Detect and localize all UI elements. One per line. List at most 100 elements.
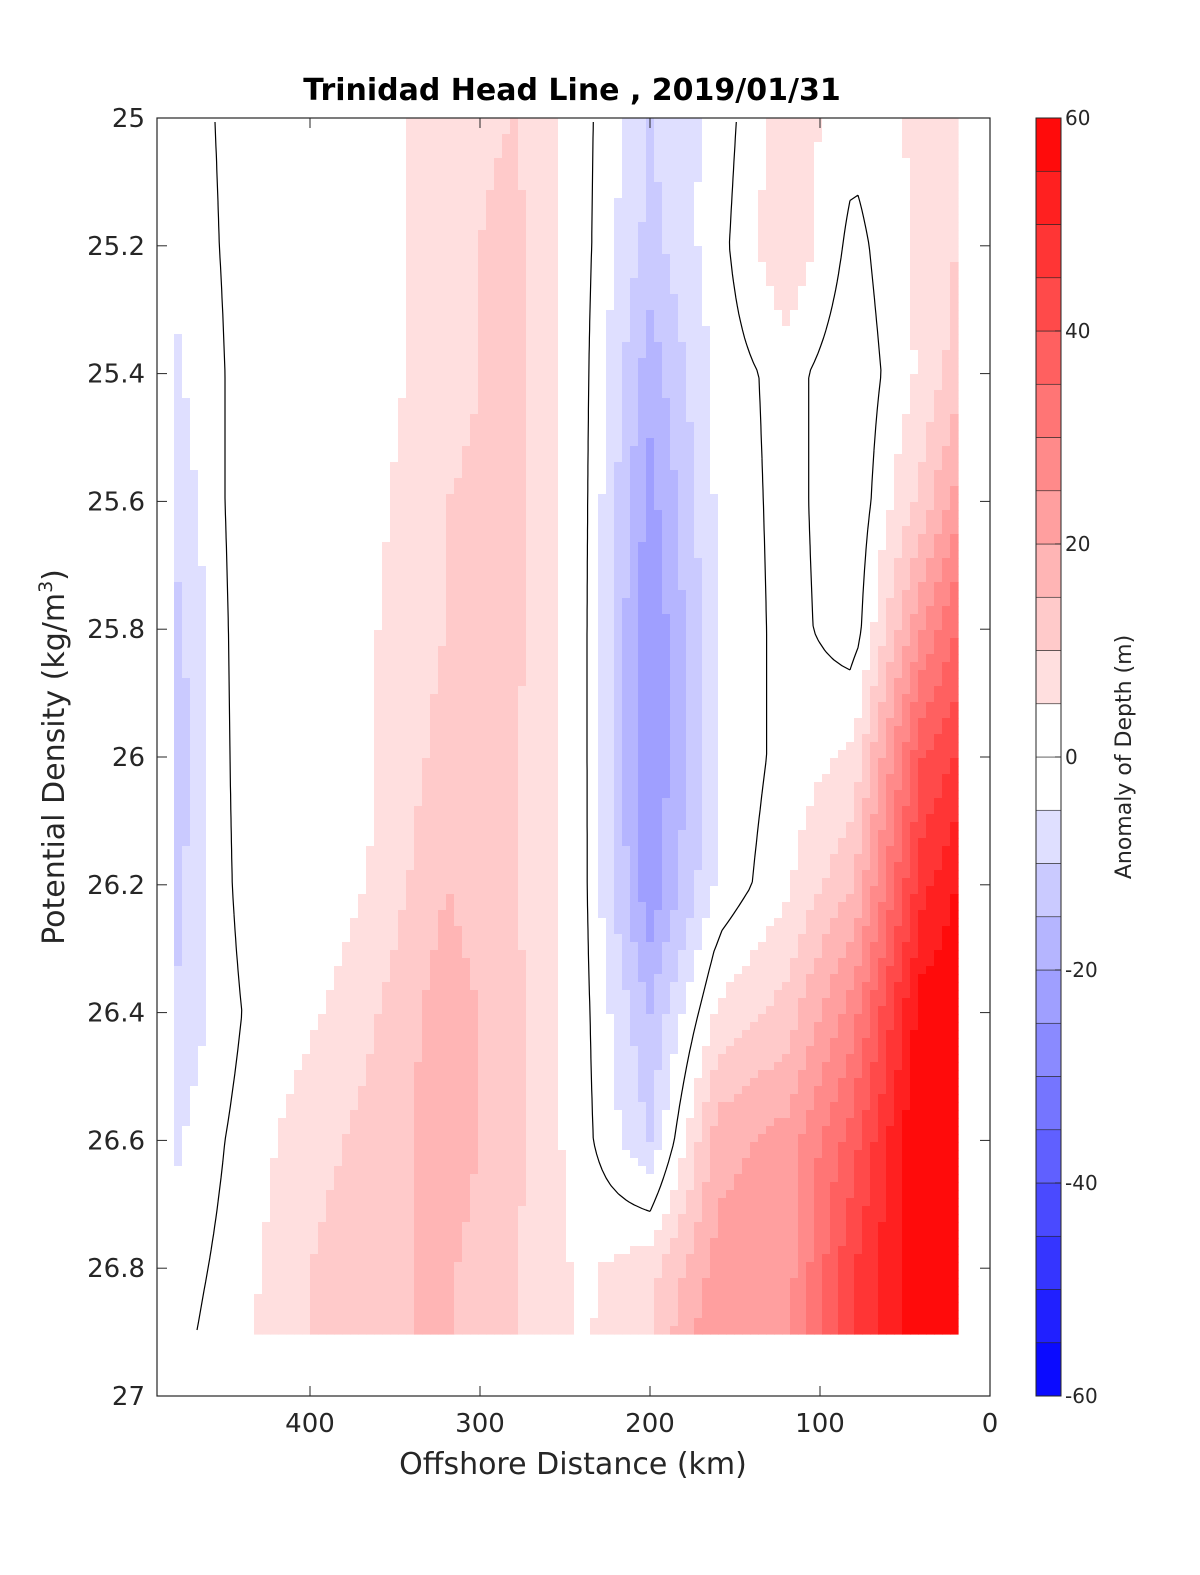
field-cell [374, 454, 383, 463]
field-cell [422, 382, 431, 391]
field-cell [614, 262, 623, 271]
field-cell [878, 478, 887, 487]
field-cell [934, 286, 943, 295]
field-cell [774, 390, 783, 399]
field-cell [950, 270, 959, 279]
field-cell [246, 494, 255, 503]
field-cell [702, 422, 711, 431]
field-cell [846, 398, 855, 407]
field-cell [790, 414, 799, 423]
field-cell [830, 174, 839, 183]
field-cell [742, 486, 751, 495]
field-cell [342, 270, 351, 279]
field-cell [558, 190, 567, 199]
field-cell [790, 286, 799, 295]
field-cell [502, 494, 511, 503]
field-cell [486, 366, 495, 375]
field-cell [846, 198, 855, 207]
field-cell [662, 358, 671, 367]
field-cell [526, 422, 535, 431]
field-cell [526, 350, 535, 359]
field-cell [662, 510, 671, 519]
field-cell [534, 246, 543, 255]
field-cell [870, 478, 879, 487]
field-cell [614, 206, 623, 215]
field-cell [742, 270, 751, 279]
field-cell [582, 478, 591, 487]
field-cell [662, 182, 671, 191]
field-cell [574, 246, 583, 255]
field-cell [174, 446, 183, 455]
field-cell [758, 182, 767, 191]
field-cell [590, 158, 599, 167]
field-cell [910, 486, 919, 495]
field-cell [446, 238, 455, 247]
field-cell [846, 438, 855, 447]
field-cell [478, 318, 487, 327]
field-cell [598, 430, 607, 439]
field-cell [566, 430, 575, 439]
field-cell [942, 486, 951, 495]
field-cell [174, 270, 183, 279]
field-cell [950, 198, 959, 207]
field-cell [190, 278, 199, 287]
field-cell [694, 406, 703, 415]
field-cell [358, 518, 367, 527]
field-cell [422, 158, 431, 167]
field-cell [238, 366, 247, 375]
field-cell [222, 254, 231, 263]
field-cell [262, 358, 271, 367]
field-cell [222, 198, 231, 207]
field-cell [846, 134, 855, 143]
field-cell [246, 254, 255, 263]
field-cell [414, 318, 423, 327]
field-cell [902, 158, 911, 167]
field-cell [742, 254, 751, 263]
field-cell [510, 246, 519, 255]
field-cell [806, 478, 815, 487]
field-cell [598, 446, 607, 455]
field-cell [942, 326, 951, 335]
field-cell [758, 294, 767, 303]
field-cell [270, 126, 279, 135]
field-cell [422, 310, 431, 319]
field-cell [230, 118, 239, 127]
field-cell [910, 334, 919, 343]
field-cell [550, 294, 559, 303]
field-cell [206, 166, 215, 175]
field-cell [470, 350, 479, 359]
field-cell [942, 190, 951, 199]
field-cell [446, 190, 455, 199]
field-cell [398, 198, 407, 207]
field-cell [750, 494, 759, 503]
field-cell [598, 158, 607, 167]
field-cell [614, 430, 623, 439]
field-cell [566, 134, 575, 143]
field-cell [478, 230, 487, 239]
field-cell [646, 438, 655, 447]
field-cell [254, 342, 263, 351]
field-cell [798, 502, 807, 511]
field-cell [670, 278, 679, 287]
field-cell [774, 494, 783, 503]
field-cell [334, 254, 343, 263]
field-cell [534, 454, 543, 463]
field-cell [790, 190, 799, 199]
field-cell [798, 246, 807, 255]
field-cell [206, 182, 215, 191]
field-cell [814, 494, 823, 503]
field-cell [798, 230, 807, 239]
field-cell [814, 198, 823, 207]
field-cell [214, 134, 223, 143]
field-cell [342, 166, 351, 175]
field-cell [342, 414, 351, 423]
field-cell [470, 414, 479, 423]
field-cell [822, 142, 831, 151]
field-cell [406, 142, 415, 151]
field-cell [518, 494, 527, 503]
field-cell [414, 230, 423, 239]
field-cell [334, 462, 343, 471]
field-cell [174, 310, 183, 319]
field-cell [694, 302, 703, 311]
field-cell [486, 246, 495, 255]
